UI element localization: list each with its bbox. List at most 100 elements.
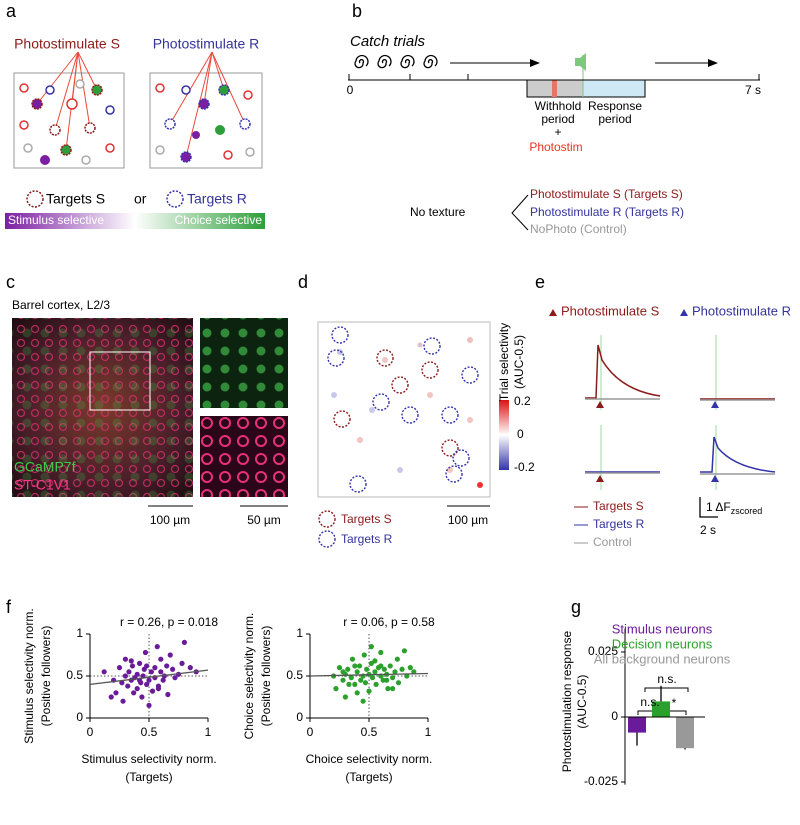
point bbox=[144, 663, 150, 669]
legend-icon bbox=[166, 190, 184, 208]
no-texture: No texture bbox=[410, 205, 466, 219]
legend-icon bbox=[318, 510, 336, 528]
panel-e: e Photostimulate S Photostimulate R Targ… bbox=[535, 272, 791, 549]
panel-a: a Photostimulate S Photostimulate R Targ… bbox=[5, 1, 265, 229]
point bbox=[378, 649, 384, 656]
y-axis-label: (Positive followers) bbox=[259, 626, 273, 727]
point bbox=[384, 677, 390, 683]
legend-label: Targets R bbox=[593, 517, 645, 531]
point bbox=[395, 680, 402, 686]
bar bbox=[628, 717, 646, 733]
point bbox=[378, 663, 384, 669]
point bbox=[346, 681, 352, 688]
point bbox=[373, 681, 379, 688]
point bbox=[160, 677, 166, 683]
inset-green-cells bbox=[200, 318, 288, 408]
point bbox=[164, 663, 170, 669]
point bbox=[152, 665, 158, 671]
point bbox=[113, 690, 119, 696]
point bbox=[369, 675, 376, 681]
point bbox=[348, 675, 354, 681]
panel-b: b Catch trials 0 7 s Withhold period + P… bbox=[347, 1, 761, 236]
selectivity-gradient bbox=[5, 213, 265, 229]
point bbox=[372, 669, 378, 675]
point bbox=[411, 669, 417, 675]
y-tick-label: 0 bbox=[611, 709, 618, 723]
panel-label: d bbox=[298, 272, 308, 292]
panel-label: c bbox=[6, 272, 15, 292]
panel-c: c Barrel cortex, L2/3 GCaMP7f ST-C1V1 10… bbox=[6, 272, 288, 527]
legend-icon bbox=[318, 530, 336, 548]
y-tick-label: -0.025 bbox=[584, 774, 618, 788]
condition-title: Photostimulate R bbox=[153, 36, 260, 52]
point bbox=[385, 686, 391, 692]
beams bbox=[36, 51, 246, 158]
stim-marker bbox=[711, 401, 719, 408]
period-label: Response bbox=[588, 99, 642, 113]
period-label: period bbox=[598, 112, 631, 126]
point bbox=[352, 681, 358, 688]
point bbox=[340, 669, 346, 675]
point bbox=[149, 688, 156, 694]
legend-label: Targets S bbox=[593, 499, 644, 513]
colorbar bbox=[499, 400, 509, 470]
legend-label: Targets S bbox=[46, 191, 105, 207]
point bbox=[381, 666, 387, 672]
chart-title: r = 0.26, p = 0.018 bbox=[120, 615, 218, 629]
y-tick-label: 0 bbox=[296, 710, 303, 724]
fov-box bbox=[149, 72, 263, 169]
y-axis-label: Photostimulation response bbox=[560, 631, 574, 773]
panel-label: e bbox=[535, 272, 545, 292]
significance-label: n.s. bbox=[640, 695, 659, 709]
arrowhead bbox=[530, 59, 540, 67]
bar bbox=[676, 717, 694, 749]
condition: NoPhoto (Control) bbox=[530, 222, 627, 236]
fit-line bbox=[309, 672, 429, 677]
legend-label: Targets R bbox=[341, 532, 393, 546]
point bbox=[108, 694, 114, 700]
point bbox=[142, 649, 149, 656]
x-tick-label: 1 bbox=[205, 725, 212, 739]
y-axis-label: Choice selectivity norm. bbox=[242, 613, 256, 740]
photostim-mark bbox=[552, 80, 557, 97]
point bbox=[116, 665, 123, 671]
point bbox=[352, 663, 358, 669]
point bbox=[390, 686, 396, 692]
point bbox=[356, 663, 363, 669]
arrowhead bbox=[708, 59, 718, 67]
point bbox=[354, 690, 360, 696]
point bbox=[154, 644, 160, 650]
x-axis-label: Choice selectivity norm. bbox=[306, 752, 433, 766]
point bbox=[129, 663, 136, 669]
legend-icon bbox=[26, 190, 44, 208]
conjunction: or bbox=[134, 191, 147, 207]
point bbox=[144, 681, 150, 688]
point bbox=[122, 656, 128, 662]
point bbox=[333, 686, 339, 692]
stim-marker bbox=[596, 401, 604, 408]
point bbox=[390, 675, 396, 681]
x-axis-label: Stimulus selectivity norm. bbox=[81, 752, 216, 766]
condition-title: Photostimulate S bbox=[14, 36, 120, 52]
point bbox=[119, 680, 125, 686]
triangle-icon bbox=[680, 309, 688, 316]
point bbox=[407, 665, 413, 671]
period-label: Withhold bbox=[535, 99, 582, 113]
x-tick-label: 0 bbox=[307, 725, 314, 739]
texture-icons bbox=[354, 54, 438, 69]
x-tick-label: 0.5 bbox=[361, 725, 378, 739]
scale-subscript: zscored bbox=[731, 506, 763, 516]
brace bbox=[511, 194, 529, 231]
colorbar-tick: 0.2 bbox=[514, 394, 531, 408]
neurons bbox=[19, 79, 255, 165]
legend-label: Control bbox=[593, 535, 632, 549]
inset-box bbox=[89, 351, 151, 411]
significance-label: * bbox=[672, 696, 677, 710]
point bbox=[128, 658, 134, 664]
legend-label: Decision neurons bbox=[612, 636, 713, 651]
colorbar-tick: 0 bbox=[517, 427, 524, 441]
legend-label: Stimulus neurons bbox=[612, 621, 713, 636]
cells-overlay bbox=[12, 318, 193, 497]
x-tick-label: 0.5 bbox=[141, 725, 158, 739]
point bbox=[360, 698, 366, 704]
